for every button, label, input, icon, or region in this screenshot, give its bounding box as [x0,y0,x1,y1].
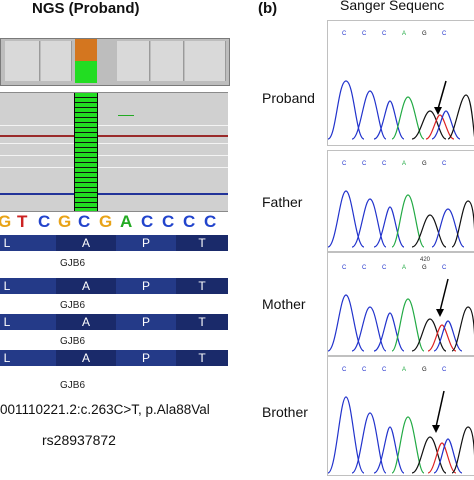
amino-acid: A [56,235,116,251]
amino-acid: T [176,314,228,330]
trace-base-label: C [342,265,347,271]
trace-base-label: G [422,265,427,271]
trace-base-label: C [362,265,367,271]
amino-acid-track: L A P T [0,350,228,366]
ngs-panel-title: NGS (Proband) [32,0,140,17]
amino-acid-track: L A P T [0,235,228,251]
rsid-label: rs28937872 [42,432,116,448]
trace-base-label: C [442,31,447,37]
amino-acid: A [56,314,116,330]
arrow-icon [439,278,449,312]
coverage-bar [185,41,226,81]
trace-base-label: C [442,265,447,271]
amino-acid: L [3,236,11,250]
variant-coverage-alt [75,61,97,83]
coverage-bar [5,41,40,81]
amino-acid: L [3,351,11,365]
amino-acid-track: L A P T [0,278,228,294]
trace-position-marker: 420 [420,257,431,263]
trace-base-label: C [362,161,367,167]
trace-base-label: C [382,31,387,37]
chromatogram-father: C C C A G C [327,150,474,252]
sanger-title: Sanger Sequenc [340,0,445,13]
trace-base-label: G [422,31,427,37]
chromatogram-mother: 420 C C C A G C [327,252,474,356]
trace-base-label: A [402,161,406,167]
trace-base-label: C [342,367,347,373]
trace-base-label: G [422,367,427,373]
chromatogram-svg: C C C A G C [327,31,474,140]
amino-acid: P [141,279,150,293]
arrow-icon [437,80,447,110]
chromatogram-proband: C C C A G C [327,20,474,146]
amino-acid: A [56,350,116,366]
amino-acid-track: L A P T [0,314,228,330]
coverage-bar [117,41,150,81]
trace-base-label: A [402,367,406,373]
amino-acid: L [3,279,11,293]
reference-sequence: G T C G C G A C C C C [0,210,228,234]
gene-label: GJB6 [60,336,86,347]
reads-pileup [0,92,228,212]
row-label-father: Father [262,194,303,210]
chromatogram-svg: C C C A G C [327,367,474,474]
amino-acid: L [3,315,11,329]
base-letter: C [204,212,217,231]
base-letter: G [99,212,113,231]
coverage-bar [151,41,184,81]
arrow-icon [435,390,445,428]
chromatogram-brother: C C C A G C [327,356,474,476]
trace-base-label: C [382,265,387,271]
variant-coverage-ref [75,39,97,61]
base-letter: C [162,212,175,231]
trace-base-label: C [442,161,447,167]
row-label-mother: Mother [262,296,306,312]
amino-acid: T [176,278,228,294]
trace-base-label: C [442,367,447,373]
trace-base-label: C [342,31,347,37]
amino-acid: A [56,278,116,294]
coverage-bar [41,41,72,81]
panel-b-label: (b) [258,0,278,17]
trace-base-label: C [382,367,387,373]
row-label-proband: Proband [262,90,315,106]
coverage-track [0,38,230,86]
base-letter: C [78,212,91,231]
gene-label: GJB6 [60,380,86,391]
base-letter: C [38,212,51,231]
base-letter: C [183,212,196,231]
chromatogram-svg: 420 C C C A G C [327,257,474,352]
trace-base-label: C [342,161,347,167]
trace-base-label: A [402,31,406,37]
base-letter: C [141,212,154,231]
variant-read-column [74,93,98,211]
trace-base-label: A [402,265,406,271]
amino-acid: P [141,315,150,329]
trace-base-label: C [382,161,387,167]
trace-base-label: C [362,367,367,373]
gene-label: GJB6 [60,300,86,311]
base-letter: G [58,212,72,231]
chromatogram-svg: C C C A G C [327,161,474,248]
trace-base-label: C [362,31,367,37]
base-letter: T [17,212,28,231]
base-letter: G [0,212,12,231]
base-letter: A [120,212,133,231]
amino-acid: T [176,235,228,251]
amino-acid: T [176,350,228,366]
row-label-brother: Brother [262,404,308,420]
amino-acid: P [141,351,150,365]
amino-acid: P [141,236,150,250]
trace-base-label: G [422,161,427,167]
gene-label: GJB6 [60,258,86,269]
variant-annotation: 001110221.2:c.263C>T, p.Ala88Val [0,402,210,417]
